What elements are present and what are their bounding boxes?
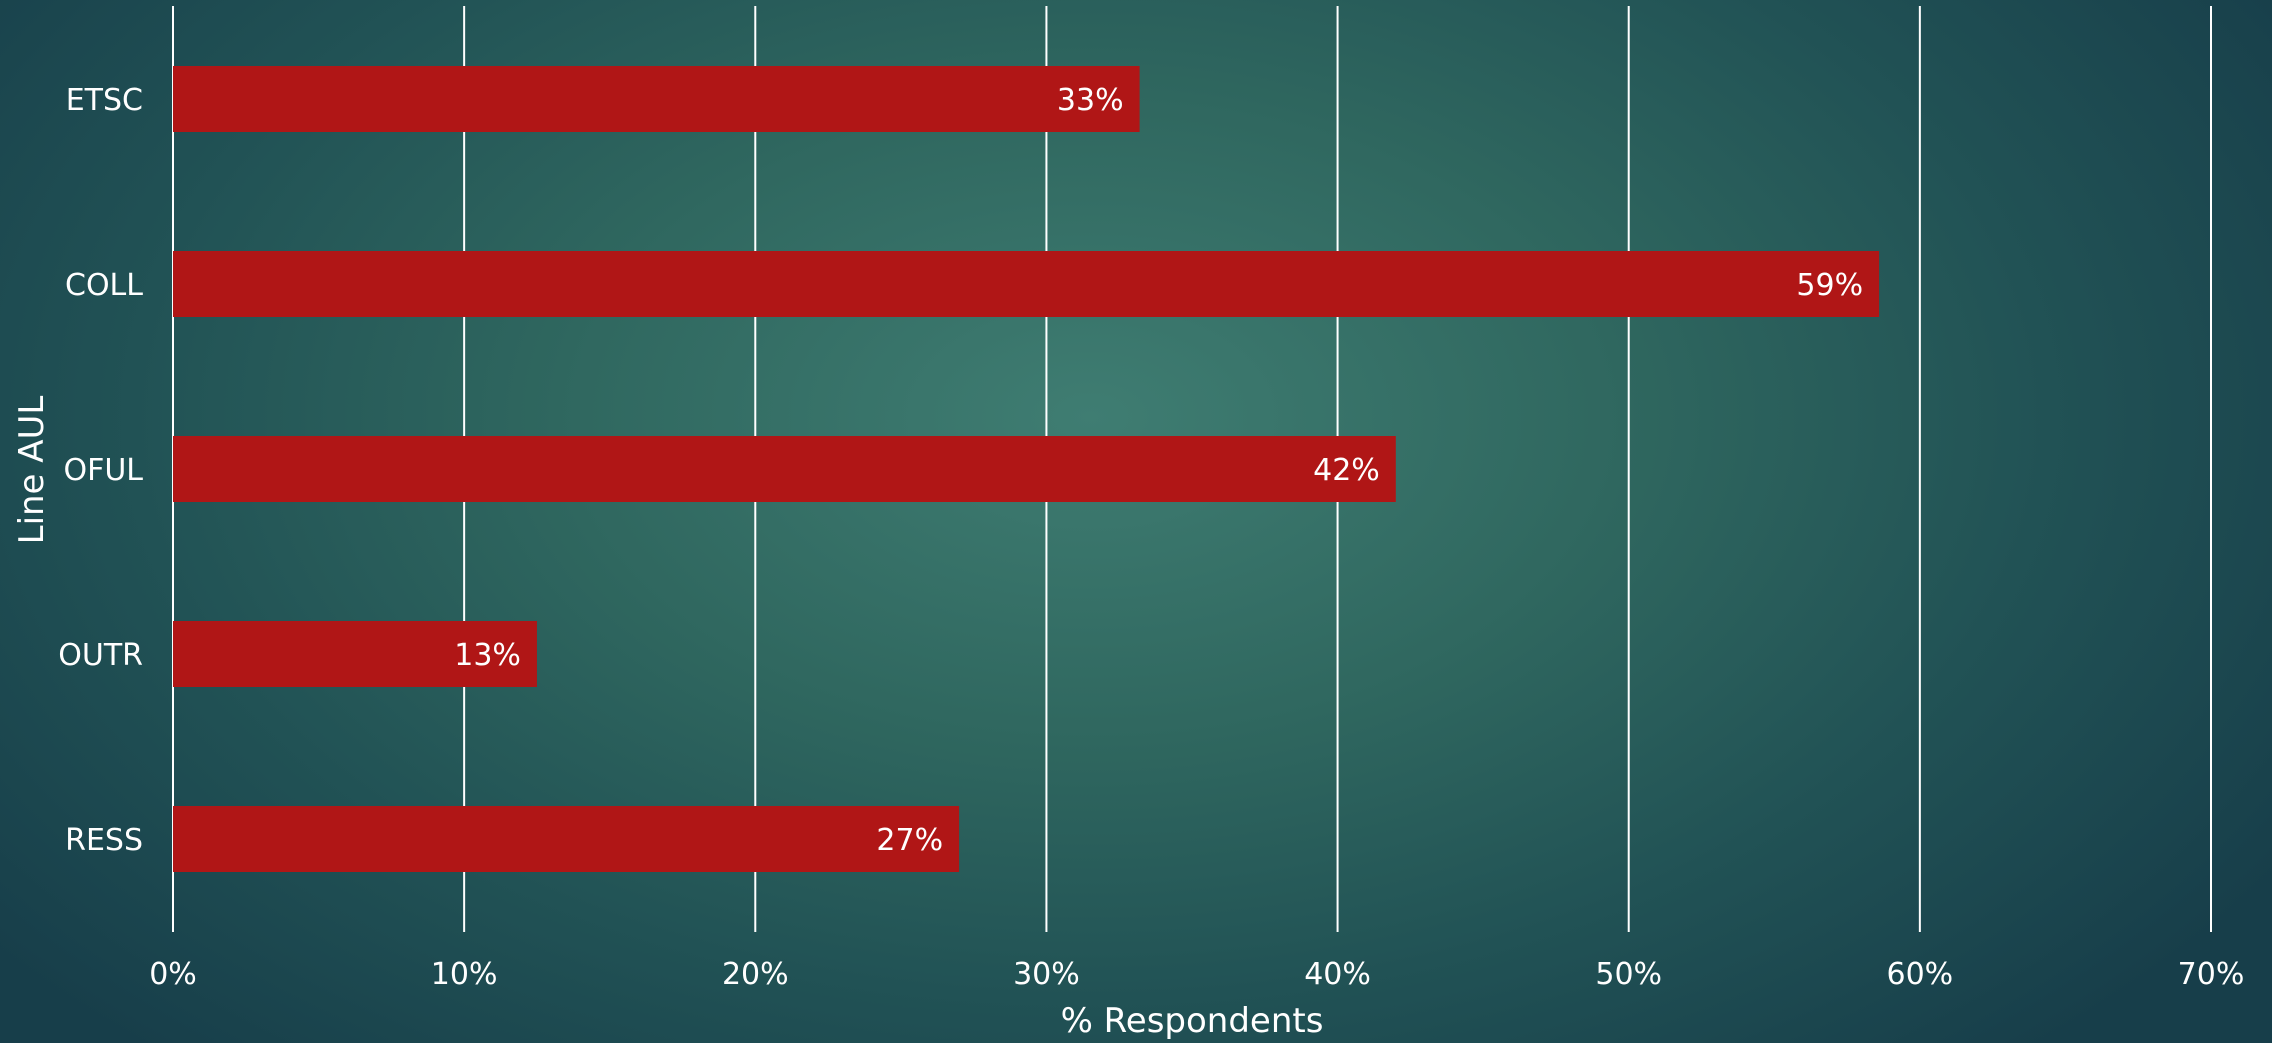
x-tick-label: 70% [2178,957,2245,992]
category-label-outr: OUTR [58,638,143,673]
bar-oful [173,436,1396,502]
category-label-oful: OFUL [63,453,143,488]
x-tick-label: 60% [1887,957,1954,992]
data-labels: 33% 59% 42% 13% 27% [454,83,1863,858]
y-axis-title: Line AUL [12,396,52,545]
bar-coll [173,251,1880,317]
category-labels: ETSC COLL OFUL OUTR RESS [58,83,143,858]
x-tick-label: 10% [431,957,498,992]
x-tick-label: 50% [1595,957,1662,992]
data-label-oful: 42% [1313,453,1380,488]
x-tick-label: 20% [722,957,789,992]
x-tick-labels: 0% 10% 20% 30% 40% 50% 60% 70% [149,957,2244,992]
x-tick-label: 30% [1013,957,1080,992]
bars [173,66,1880,872]
bar-ress [173,806,960,872]
data-label-coll: 59% [1796,268,1863,303]
data-label-outr: 13% [454,638,521,673]
data-label-ress: 27% [876,823,943,858]
x-tick-label: 40% [1304,957,1371,992]
category-label-coll: COLL [65,268,143,303]
category-label-ress: RESS [65,823,143,858]
bar-outr [173,621,537,687]
bar-etsc [173,66,1140,132]
x-tick-label: 0% [149,957,197,992]
category-label-etsc: ETSC [66,83,143,118]
x-axis-title: % Respondents [1061,1001,1324,1041]
data-label-etsc: 33% [1057,83,1124,118]
